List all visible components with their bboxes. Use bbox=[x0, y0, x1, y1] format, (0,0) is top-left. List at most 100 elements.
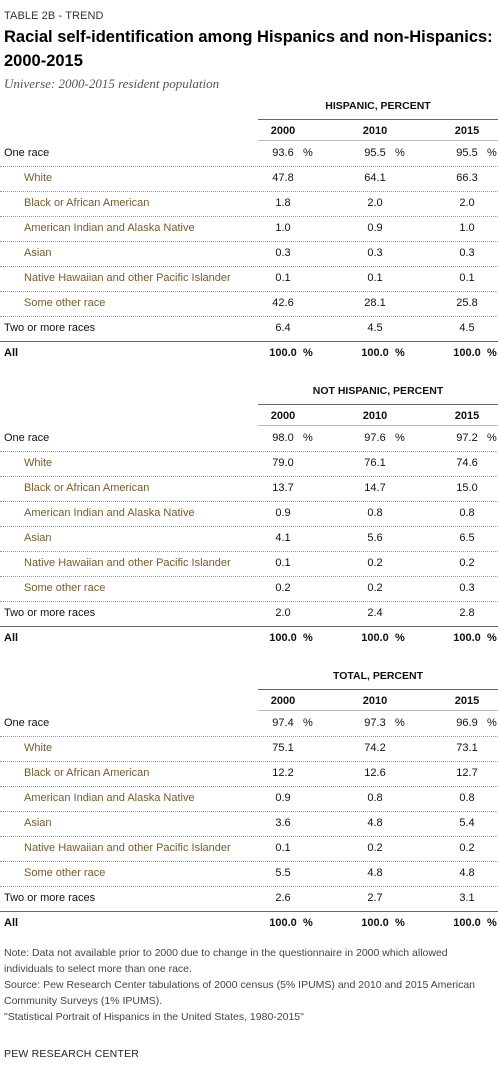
year-header: 2015 bbox=[454, 125, 480, 137]
percent-sign: % bbox=[303, 917, 313, 929]
cell-value: 2.4 bbox=[367, 607, 383, 619]
table-row: Asian 0.3 0.3 0.3 bbox=[0, 241, 498, 267]
cell-value: 0.9 bbox=[275, 792, 291, 804]
cell-value: 4.5 bbox=[459, 322, 475, 334]
year-header: 2000 bbox=[270, 695, 296, 707]
table-section: TOTAL, PERCENT 2000 2010 2015 One race 97.4% 9… bbox=[0, 669, 498, 936]
row-label: All bbox=[4, 632, 19, 644]
row-label: Some other race bbox=[24, 582, 106, 594]
cell-value: 100.0 bbox=[361, 347, 389, 359]
cell-value: 100.0 bbox=[361, 917, 389, 929]
percent-sign: % bbox=[303, 432, 313, 444]
row-label: All bbox=[4, 347, 19, 359]
row-label: Black or African American bbox=[24, 482, 150, 494]
table-row: Some other race 0.2 0.2 0.3 bbox=[0, 576, 498, 602]
cell-value: 0.2 bbox=[459, 842, 475, 854]
table-row: American Indian and Alaska Native 0.9 0.8 0… bbox=[0, 501, 498, 527]
cell-value: 74.2 bbox=[364, 742, 386, 754]
year-header: 2000 bbox=[270, 125, 296, 137]
cell-value: 100.0 bbox=[453, 347, 481, 359]
row-label: American Indian and Alaska Native bbox=[24, 222, 195, 234]
cell-value: 0.3 bbox=[459, 582, 475, 594]
brand-footer: PEW RESEARCH CENTER bbox=[4, 1048, 140, 1060]
cell-value: 0.1 bbox=[459, 272, 475, 284]
table-section: NOT HISPANIC, PERCENT 2000 2010 2015 One rac… bbox=[0, 384, 498, 651]
percent-sign: % bbox=[303, 632, 313, 644]
percent-sign: % bbox=[487, 147, 497, 159]
percent-sign: % bbox=[395, 432, 405, 444]
percent-sign: % bbox=[487, 917, 497, 929]
cell-value: 3.1 bbox=[459, 892, 475, 904]
cell-value: 12.7 bbox=[456, 767, 478, 779]
table-row: Native Hawaiian and other Pacific Island… bbox=[0, 266, 498, 292]
cell-value: 6.4 bbox=[275, 322, 291, 334]
cell-value: 0.2 bbox=[367, 582, 383, 594]
cell-value: 15.0 bbox=[456, 482, 478, 494]
cell-value: 0.1 bbox=[275, 272, 291, 284]
cell-value: 0.3 bbox=[367, 247, 383, 259]
percent-sign: % bbox=[487, 432, 497, 444]
percent-sign: % bbox=[395, 147, 405, 159]
cell-value: 96.9 bbox=[456, 717, 478, 729]
cell-value: 73.1 bbox=[456, 742, 478, 754]
cell-value: 5.5 bbox=[275, 867, 291, 879]
cell-value: 0.2 bbox=[275, 582, 291, 594]
row-label: Some other race bbox=[24, 297, 106, 309]
table-row: Asian 3.6 4.8 5.4 bbox=[0, 811, 498, 837]
table-row: One race 98.0% 97.6% 97.2% bbox=[0, 426, 498, 452]
table-row: Some other race 5.5 4.8 4.8 bbox=[0, 861, 498, 887]
cell-value: 100.0 bbox=[453, 917, 481, 929]
cell-value: 0.3 bbox=[275, 247, 291, 259]
header-divider bbox=[258, 425, 498, 426]
table-row: White 79.0 76.1 74.6 bbox=[0, 451, 498, 477]
cell-value: 0.9 bbox=[367, 222, 383, 234]
cell-value: 100.0 bbox=[453, 632, 481, 644]
cell-value: 75.1 bbox=[272, 742, 294, 754]
cell-value: 1.0 bbox=[275, 222, 291, 234]
table-row: Black or African American 12.2 12.6 12.7 bbox=[0, 761, 498, 787]
universe-note: Universe: 2000-2015 resident population bbox=[4, 76, 220, 91]
table-row: White 75.1 74.2 73.1 bbox=[0, 736, 498, 762]
table-row: One race 97.4% 97.3% 96.9% bbox=[0, 711, 498, 737]
row-label: American Indian and Alaska Native bbox=[24, 507, 195, 519]
cell-value: 4.8 bbox=[367, 817, 383, 829]
cell-value: 2.8 bbox=[459, 607, 475, 619]
cell-value: 14.7 bbox=[364, 482, 386, 494]
cell-value: 6.5 bbox=[459, 532, 475, 544]
cell-value: 4.1 bbox=[275, 532, 291, 544]
row-label: Two or more races bbox=[4, 892, 96, 904]
cell-value: 0.2 bbox=[459, 557, 475, 569]
table-row: Native Hawaiian and other Pacific Island… bbox=[0, 836, 498, 862]
section-heading: TOTAL, PERCENT bbox=[258, 669, 498, 690]
cell-value: 98.0 bbox=[272, 432, 294, 444]
row-label: Asian bbox=[24, 817, 52, 829]
cell-value: 3.6 bbox=[275, 817, 291, 829]
cell-value: 4.5 bbox=[367, 322, 383, 334]
cell-value: 95.5 bbox=[456, 147, 478, 159]
table-row: Two or more races 2.0 2.4 2.8 bbox=[0, 601, 498, 627]
year-header: 2010 bbox=[362, 125, 388, 137]
row-label: Native Hawaiian and other Pacific Island… bbox=[24, 557, 231, 569]
row-label: Native Hawaiian and other Pacific Island… bbox=[24, 842, 231, 854]
table-row: American Indian and Alaska Native 0.9 0.8 0… bbox=[0, 786, 498, 812]
row-label: Asian bbox=[24, 532, 52, 544]
cell-value: 2.6 bbox=[275, 892, 291, 904]
row-label: One race bbox=[4, 147, 50, 159]
cell-value: 0.1 bbox=[367, 272, 383, 284]
row-label: One race bbox=[4, 717, 50, 729]
cell-value: 42.6 bbox=[272, 297, 294, 309]
cell-value: 100.0 bbox=[361, 632, 389, 644]
percent-sign: % bbox=[303, 347, 313, 359]
cell-value: 97.3 bbox=[364, 717, 386, 729]
cell-value: 0.2 bbox=[367, 842, 383, 854]
table-row: Two or more races 2.6 2.7 3.1 bbox=[0, 886, 498, 912]
table-row: One race 93.6% 95.5% 95.5% bbox=[0, 141, 498, 167]
cell-value: 2.0 bbox=[367, 197, 383, 209]
cell-value: 0.8 bbox=[367, 792, 383, 804]
table-section: HISPANIC, PERCENT 2000 2010 2015 One race 93.… bbox=[0, 99, 498, 366]
table-row: Black or African American 1.8 2.0 2.0 bbox=[0, 191, 498, 217]
cell-value: 0.8 bbox=[367, 507, 383, 519]
cell-value: 100.0 bbox=[269, 347, 297, 359]
row-label: Two or more races bbox=[4, 607, 96, 619]
cell-value: 79.0 bbox=[272, 457, 294, 469]
